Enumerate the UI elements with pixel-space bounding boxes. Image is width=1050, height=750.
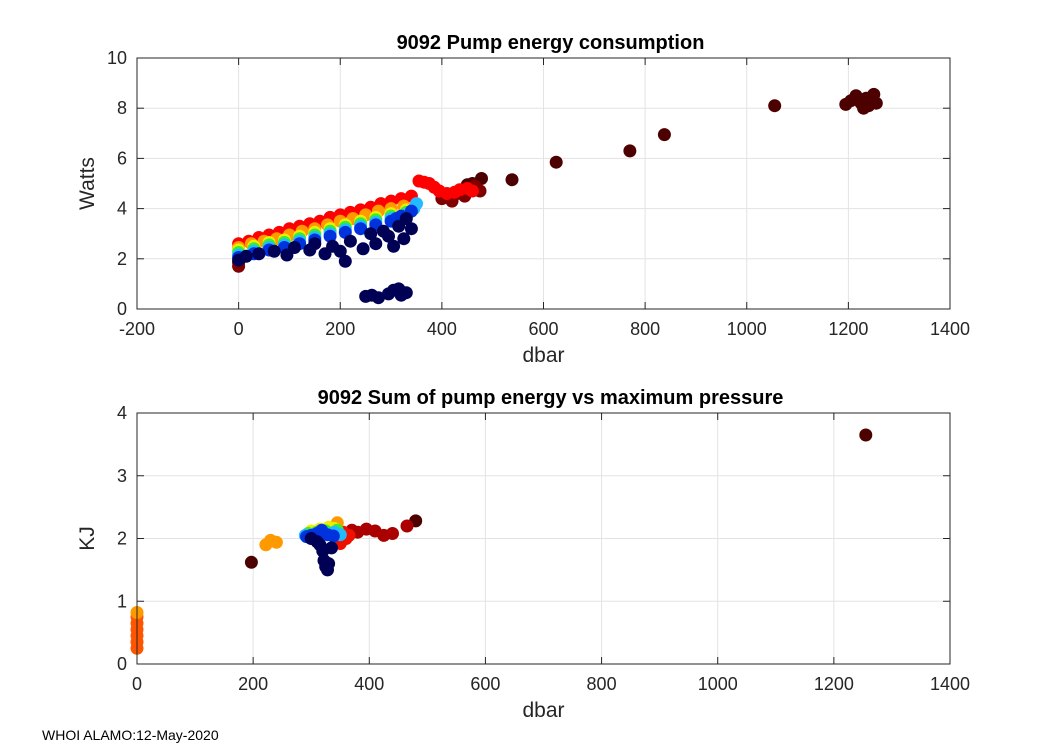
data-point [505, 173, 519, 187]
x-tick-label: 800 [630, 319, 660, 339]
data-point [269, 535, 283, 549]
chart-title: 9092 Sum of pump energy vs maximum press… [318, 387, 784, 409]
data-point [768, 99, 782, 113]
data-point [657, 128, 671, 142]
y-tick-label: 0 [117, 299, 127, 319]
data-point [623, 144, 637, 158]
x-tick-label: 200 [238, 674, 268, 694]
data-point [404, 222, 418, 236]
pump-energy-sum-chart: 0 200 400 600 800 1000 1200 1400 0 1 2 3 4 9092 Sum o… [76, 387, 970, 722]
data-point [859, 428, 873, 442]
x-axis-label: dbar [522, 699, 564, 722]
x-tick-label: 600 [528, 319, 558, 339]
data-point [326, 529, 340, 543]
x-tick-label: 1400 [930, 319, 970, 339]
y-tick-label: 4 [117, 199, 127, 219]
x-axis-label: dbar [522, 344, 564, 367]
x-tick-label: 0 [132, 674, 142, 694]
pump-energy-chart: -200 0 200 400 600 800 1000 1200 140002468109092… [76, 32, 970, 367]
data-point [382, 229, 395, 243]
y-tick-label: 2 [117, 249, 127, 269]
data-point [308, 237, 322, 251]
data-point [322, 557, 336, 571]
y-axis-label: Watts [76, 157, 99, 210]
x-tick-label: 1200 [828, 319, 868, 339]
x-tick-label: 400 [354, 674, 384, 694]
y-tick-label: 3 [117, 466, 127, 486]
data-point [354, 222, 368, 236]
y-tick-label: 2 [117, 529, 127, 549]
data-point [364, 227, 378, 241]
x-tick-label: 800 [587, 674, 617, 694]
y-axis-label: KJ [76, 526, 99, 551]
data-point [400, 519, 414, 533]
data-point [338, 254, 352, 268]
data-point [387, 239, 401, 253]
data-point [549, 155, 563, 169]
data-point [313, 538, 327, 552]
x-tick-label: 400 [427, 319, 457, 339]
y-tick-label: 6 [117, 148, 127, 168]
x-tick-label: 200 [325, 319, 355, 339]
data-point [399, 286, 413, 300]
data-point [465, 184, 479, 198]
y-tick-label: 0 [117, 654, 127, 674]
y-tick-label: 4 [117, 403, 127, 423]
x-tick-label: 1000 [698, 674, 738, 694]
data-point [356, 242, 370, 256]
data-point [397, 232, 411, 246]
data-point [252, 247, 266, 261]
data-point [267, 244, 281, 258]
x-tick-label: 0 [234, 319, 244, 339]
chart-title: 9092 Pump energy consumption [397, 32, 705, 54]
data-point [399, 212, 413, 226]
x-tick-label: 1200 [814, 674, 854, 694]
data-point [288, 241, 301, 254]
data-point [869, 96, 883, 110]
y-tick-label: 8 [117, 98, 127, 118]
x-tick-label: 600 [470, 674, 500, 694]
x-tick-label: 1000 [727, 319, 767, 339]
data-point [323, 229, 337, 243]
data-point [343, 234, 357, 248]
y-tick-label: 10 [107, 48, 127, 68]
data-point [369, 237, 383, 251]
data-point [239, 249, 253, 263]
x-tick-label: 1400 [930, 674, 970, 694]
footer-credit: WHOI ALAMO:12-May-2020 [42, 727, 219, 743]
data-point [333, 244, 347, 258]
x-tick-label: -200 [119, 319, 155, 339]
data-point [325, 541, 338, 555]
y-tick-label: 1 [117, 591, 127, 611]
data-point [371, 291, 385, 305]
data-point [244, 555, 258, 569]
